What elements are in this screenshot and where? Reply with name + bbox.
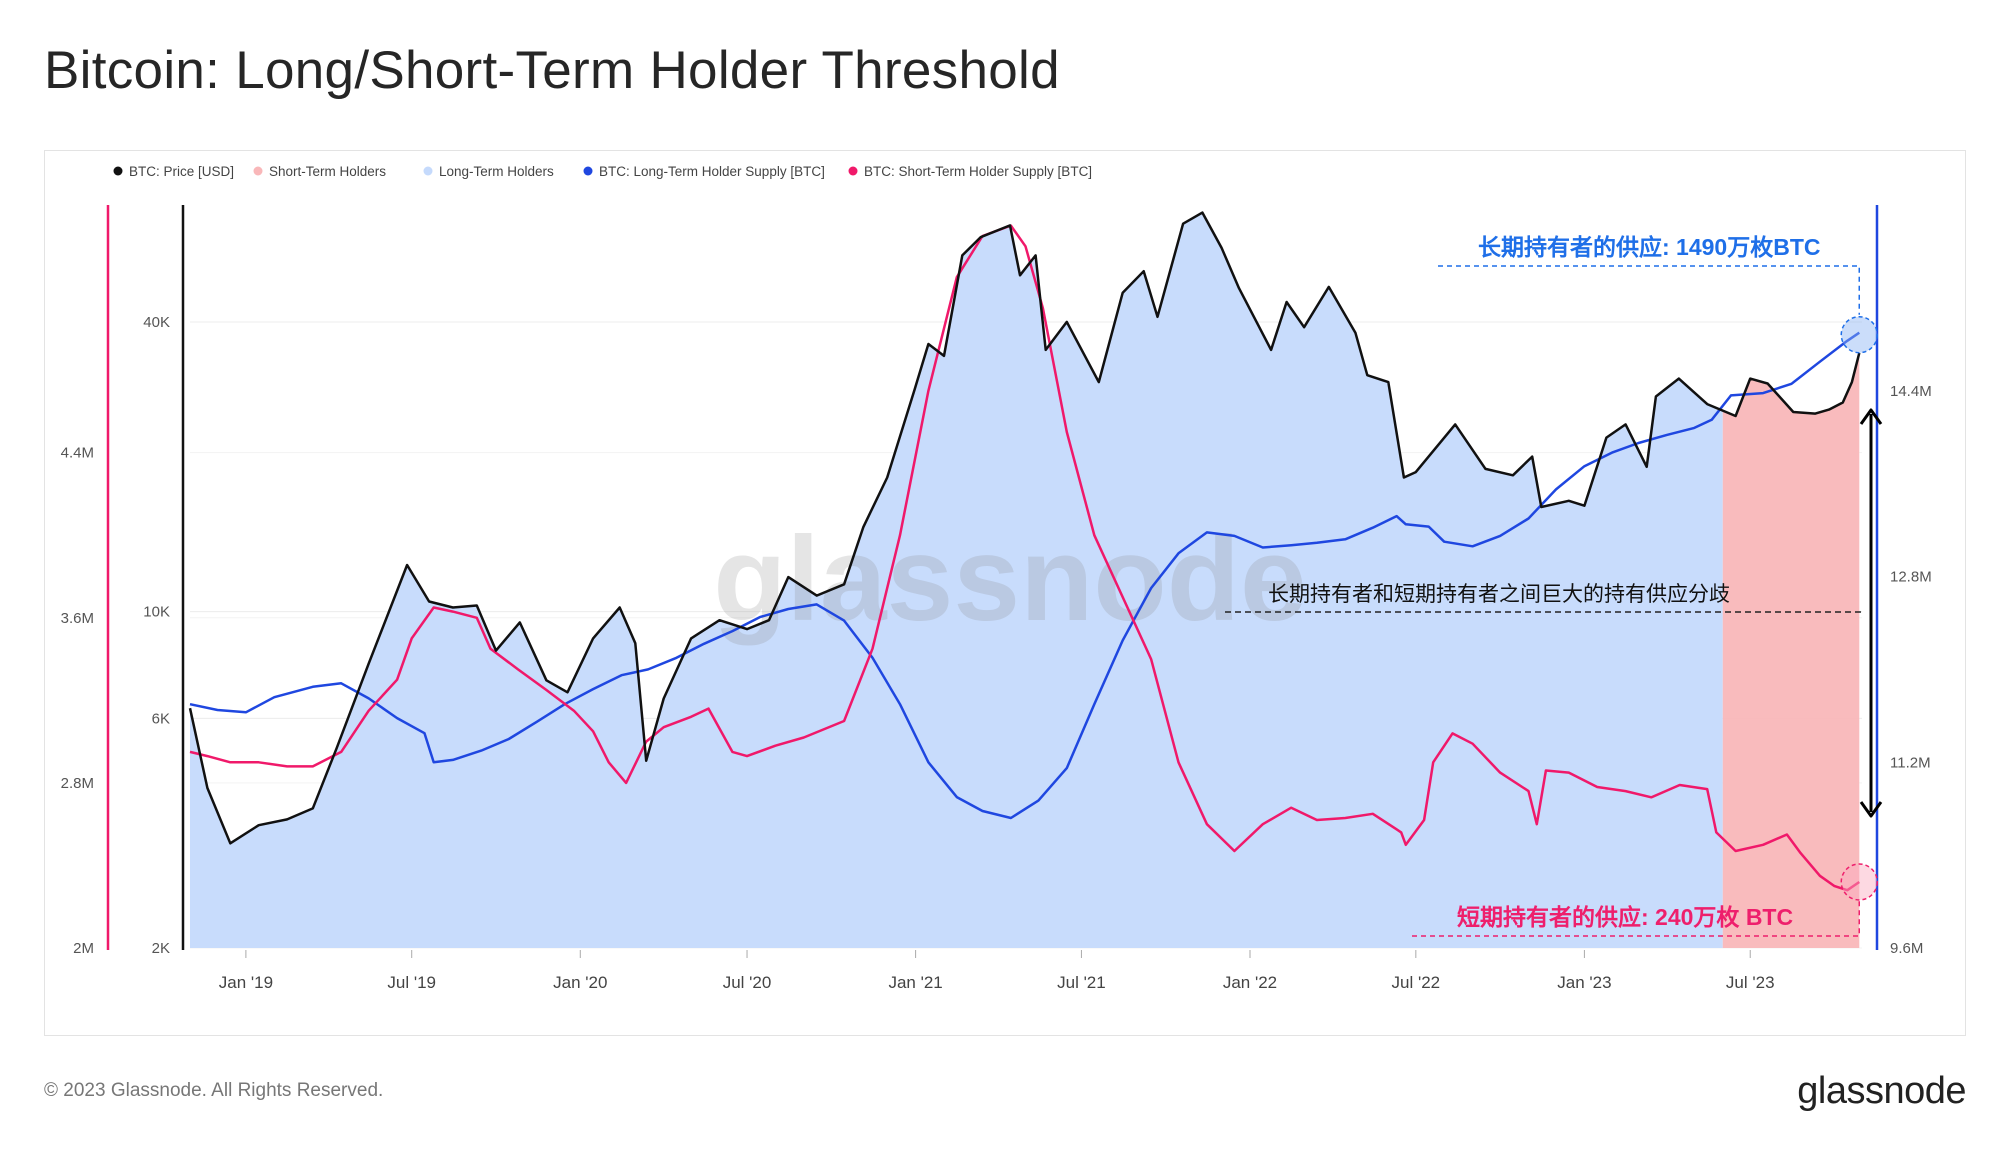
x-axis-tick-label: Jul '21	[1057, 973, 1106, 992]
sth-supply-line	[189, 224, 1861, 892]
legend-marker	[113, 166, 123, 176]
x-axis-tick-label: Jan '23	[1557, 973, 1611, 992]
price-axis-tick-label: 10K	[143, 604, 170, 621]
price-axis-tick-label: 2K	[152, 940, 170, 957]
glassnode-logo: glassnode	[1797, 1070, 1966, 1112]
price-line	[188, 211, 1861, 845]
chart-frame	[44, 150, 1966, 1036]
legend-marker	[848, 166, 858, 176]
legend-marker	[253, 166, 263, 176]
sth-supply-annotation: 短期持有者的供应: 240万枚 BTC	[1457, 904, 1793, 930]
lth-shaded-area	[190, 212, 1723, 948]
sth-endpoint-marker	[1840, 863, 1879, 901]
legend-label: BTC: Short-Term Holder Supply [BTC]	[864, 164, 1092, 179]
sth-shaded-area	[1722, 352, 1860, 948]
sth-axis-tick-label: 4.4M	[61, 445, 94, 462]
sth-axis-tick-label: 2M	[73, 940, 94, 957]
footer-copyright: © 2023 Glassnode. All Rights Reserved.	[44, 1080, 384, 1101]
lth-axis-tick-label: 14.4M	[1890, 383, 1932, 400]
x-axis-tick-label: Jul '20	[723, 973, 772, 992]
legend-label: Short-Term Holders	[269, 164, 386, 179]
legend-label: BTC: Long-Term Holder Supply [BTC]	[599, 164, 825, 179]
lth-supply-annotation: 长期持有者的供应: 1490万枚BTC	[1478, 234, 1820, 260]
x-axis-tick-label: Jan '19	[219, 973, 273, 992]
legend-label: BTC: Price [USD]	[129, 164, 234, 179]
divergence-arrow-head-down	[1859, 801, 1883, 818]
x-axis-tick-label: Jan '21	[888, 973, 942, 992]
lth-annotation-leader	[1438, 265, 1860, 315]
x-axis-tick-label: Jan '22	[1223, 973, 1277, 992]
x-axis-tick-label: Jul '23	[1726, 973, 1775, 992]
lth-axis-tick-label: 11.2M	[1890, 754, 1931, 771]
legend-marker	[423, 166, 433, 176]
lth-endpoint-marker	[1840, 315, 1879, 354]
sth-axis-tick-label: 2.8M	[61, 775, 94, 792]
x-axis-tick-label: Jul '22	[1392, 973, 1441, 992]
divergence-arrow-head-up	[1859, 408, 1883, 425]
sth-annotation-leader	[1412, 899, 1860, 937]
lth-axis-tick-label: 9.6M	[1890, 940, 1923, 957]
legend-label: Long-Term Holders	[439, 164, 554, 179]
watermark: glassnode	[713, 512, 1307, 646]
page-title: Bitcoin: Long/Short-Term Holder Threshol…	[44, 41, 1060, 100]
x-axis-tick-label: Jul '19	[387, 973, 436, 992]
divergence-annotation: 长期持有者和短期持有者之间巨大的持有供应分歧	[1268, 583, 1730, 606]
price-axis-tick-label: 6K	[152, 710, 170, 727]
price-axis-tick-label: 40K	[143, 314, 170, 331]
sth-axis-tick-label: 3.6M	[61, 610, 94, 627]
lth-axis-tick-label: 12.8M	[1890, 569, 1932, 586]
x-axis-tick-label: Jan '20	[553, 973, 607, 992]
legend-marker	[583, 166, 593, 176]
